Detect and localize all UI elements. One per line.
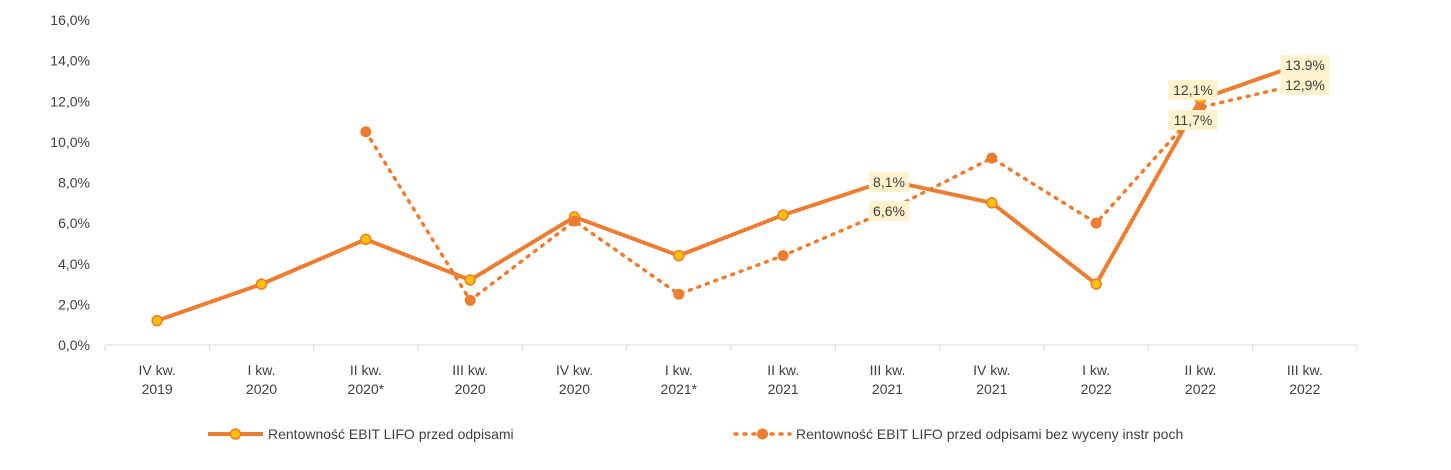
data-point <box>1090 217 1102 229</box>
x-tick-label-line: 2020* <box>348 381 385 397</box>
data-point <box>673 249 685 262</box>
data-label-box <box>1280 55 1330 75</box>
x-tick-label-line: III kw. <box>870 362 906 378</box>
y-tick-label: 4,0% <box>58 256 90 272</box>
data-label-box <box>1168 80 1218 100</box>
data-point <box>777 250 789 262</box>
x-tick-label-line: I kw. <box>1082 362 1110 378</box>
y-tick-label: 0,0% <box>58 337 90 353</box>
data-label-text: 13.9% <box>1285 57 1325 73</box>
x-tick-label: I kw. 2020 <box>246 362 277 397</box>
data-label-text: 12,9% <box>1285 77 1325 93</box>
x-tick-label: II kw. 2021 <box>767 362 799 397</box>
x-tick-label-line: I kw. <box>665 362 693 378</box>
data-label-text: 6,6% <box>873 203 905 219</box>
data-point <box>464 274 476 286</box>
y-tick-label: 8,0% <box>58 175 90 191</box>
x-tick-label: III kw. 2020 <box>452 362 488 397</box>
x-tick-label-line: 2020 <box>246 381 277 397</box>
legend-label: Rentowność EBIT LIFO przed odpisami bez … <box>796 426 1183 442</box>
x-tick-label-line: II kw. <box>767 362 799 378</box>
x-tick-label: IV kw. 2020 <box>556 362 593 397</box>
x-axis: IV kw. 2019 I kw. 2020 II kw. 2020* III kw. 202… <box>104 344 1358 397</box>
x-tick-label-line: 2021 <box>976 381 1007 397</box>
x-tick-label-line: II kw. <box>350 362 382 378</box>
legend-item-2: Rentowność EBIT LIFO przed odpisami bez … <box>733 426 1183 442</box>
data-point <box>1090 278 1102 290</box>
data-point <box>986 152 998 164</box>
x-tick-label-line: II kw. <box>1185 362 1217 378</box>
data-point <box>569 215 580 227</box>
x-tick-label-line: 2021* <box>661 381 698 397</box>
y-tick-label: 12,0% <box>50 93 90 109</box>
x-tick-label: IV kw. 2021 <box>973 362 1010 397</box>
series-line <box>364 81 1307 303</box>
x-tick-label: II kw. 2020* <box>348 362 385 397</box>
legend-label: Rentowność EBIT LIFO przed odpisami <box>268 426 514 442</box>
x-tick-label-line: 2022 <box>1289 381 1320 397</box>
x-tick-label-line: 2020 <box>559 381 590 397</box>
data-label-text: 11,7% <box>1174 112 1213 128</box>
data-point <box>673 288 685 300</box>
x-tick-label-line: III kw. <box>452 362 488 378</box>
x-tick-label-line: 2020 <box>455 381 486 397</box>
data-point <box>464 294 476 306</box>
data-label: 8,1% <box>868 172 910 192</box>
x-tick-label-line: IV kw. <box>556 362 593 378</box>
data-label: 13.9% <box>1280 55 1330 75</box>
x-tick-label: III kw. 2022 <box>1287 362 1323 397</box>
x-tick-label: II kw. 2022 <box>1185 362 1217 397</box>
x-tick-label-line: 2022 <box>1185 381 1216 397</box>
x-tick-label-line: IV kw. <box>973 362 1010 378</box>
y-tick-label: 2,0% <box>58 296 90 312</box>
data-point <box>986 197 998 209</box>
data-label-box <box>1280 75 1330 95</box>
x-tick-label: I kw. 2022 <box>1081 362 1112 397</box>
data-label: 12,9% <box>1280 75 1330 95</box>
data-label-text: 12,1% <box>1173 82 1213 98</box>
legend-marker <box>229 428 242 440</box>
x-tick-label-line: 2021 <box>872 381 903 397</box>
data-label: 11,7% <box>1168 110 1218 130</box>
series-line <box>155 60 1307 323</box>
y-axis: 0,0% 2,0% 4,0% 6,0% 8,0% 10,0% 12,0% 14,0% 16,0% <box>50 12 90 353</box>
series-1 <box>151 56 1311 327</box>
y-tick-label: 6,0% <box>58 215 90 231</box>
legend-marker <box>757 428 768 440</box>
data-label-box <box>1168 110 1218 130</box>
x-tick-label-line: 2019 <box>142 381 173 397</box>
x-tick-label-line: III kw. <box>1287 362 1323 378</box>
x-tick-label: IV kw. 2019 <box>138 362 175 397</box>
data-label: 6,6% <box>868 201 910 221</box>
data-point <box>151 314 163 327</box>
series-2 <box>360 77 1311 306</box>
x-tick-label-line: IV kw. <box>138 362 175 378</box>
data-labels: 8,1% 12,1% 13.9% 6,6% 11,7% 12,9% <box>868 55 1330 221</box>
data-label-box <box>868 172 910 192</box>
x-tick-label: I kw. 2021* <box>661 362 698 397</box>
data-point <box>360 233 372 246</box>
y-tick-label: 14,0% <box>50 53 90 69</box>
x-tick-label-line: I kw. <box>247 362 275 378</box>
y-tick-label: 10,0% <box>50 134 90 150</box>
data-point <box>255 278 268 290</box>
data-label-box <box>868 201 910 221</box>
data-point <box>777 209 789 221</box>
series-layer <box>151 56 1311 327</box>
x-tick-label: III kw. 2021 <box>870 362 906 397</box>
legend: Rentowność EBIT LIFO przed odpisami Rento… <box>208 426 1183 442</box>
y-tick-label: 16,0% <box>50 12 90 28</box>
data-point <box>360 126 372 138</box>
x-tick-label-line: 2022 <box>1081 381 1112 397</box>
legend-item-1: Rentowność EBIT LIFO przed odpisami <box>208 426 514 442</box>
data-label: 12,1% <box>1168 80 1218 100</box>
x-tick-label-line: 2021 <box>768 381 799 397</box>
data-label-text: 8,1% <box>873 174 905 190</box>
